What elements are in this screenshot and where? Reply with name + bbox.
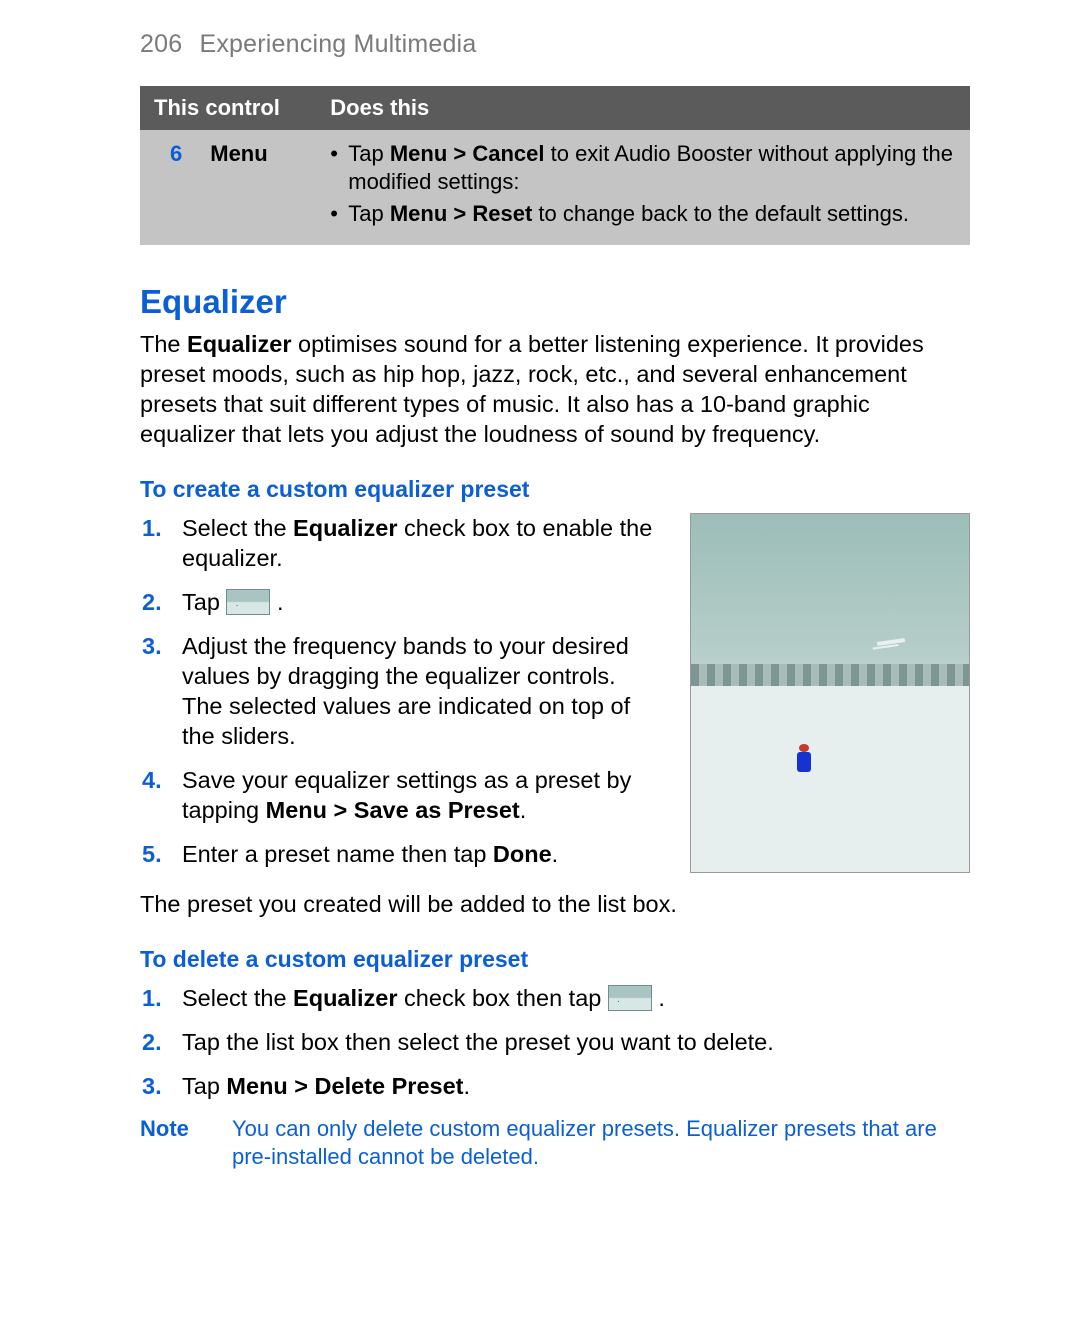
section-title-equalizer: Equalizer — [140, 281, 970, 323]
list-item: 2. Tap the list box then select the pres… — [172, 1027, 970, 1057]
list-item: 1. Select the Equalizer check box then t… — [172, 983, 970, 1013]
list-item: 3. Tap Menu > Delete Preset. — [172, 1071, 970, 1101]
table-header-does: Does this — [316, 86, 970, 130]
equalizer-open-icon — [226, 589, 270, 615]
page-header: 206 Experiencing Multimedia — [140, 28, 970, 60]
note-text: You can only delete custom equalizer pre… — [232, 1115, 970, 1171]
control-table: This control Does this 6 Menu Tap Menu >… — [140, 86, 970, 245]
note-block: Note You can only delete custom equalize… — [140, 1115, 970, 1171]
subhead-create: To create a custom equalizer preset — [140, 475, 970, 504]
delete-steps-list: 1. Select the Equalizer check box then t… — [140, 983, 970, 1101]
page-number: 206 — [140, 30, 182, 58]
note-label: Note — [140, 1115, 208, 1171]
equalizer-screenshot — [690, 513, 970, 873]
create-after-text: The preset you created will be added to … — [140, 889, 970, 919]
table-cell-desc: Tap Menu > Cancel to exit Audio Booster … — [316, 130, 970, 244]
section-intro: The Equalizer optimises sound for a bett… — [140, 329, 970, 449]
table-cell-label: Menu — [196, 130, 316, 244]
list-item: 4. Save your equalizer settings as a pre… — [172, 765, 662, 825]
list-item: 5. Enter a preset name then tap Done. — [172, 839, 662, 869]
list-item: 3. Adjust the frequency bands to your de… — [172, 631, 662, 751]
table-header-control: This control — [140, 86, 316, 130]
list-item: 1. Select the Equalizer check box to ena… — [172, 513, 662, 573]
equalizer-open-icon — [608, 985, 652, 1011]
list-item: 2. Tap . — [172, 587, 662, 617]
table-row: 6 Menu Tap Menu > Cancel to exit Audio B… — [140, 130, 970, 244]
chapter-title: Experiencing Multimedia — [199, 30, 476, 58]
table-cell-num: 6 — [140, 130, 196, 244]
subhead-delete: To delete a custom equalizer preset — [140, 945, 970, 974]
table-bullet: Tap Menu > Cancel to exit Audio Booster … — [330, 140, 956, 196]
table-bullet: Tap Menu > Reset to change back to the d… — [330, 200, 956, 228]
create-steps-list: 1. Select the Equalizer check box to ena… — [140, 513, 662, 870]
